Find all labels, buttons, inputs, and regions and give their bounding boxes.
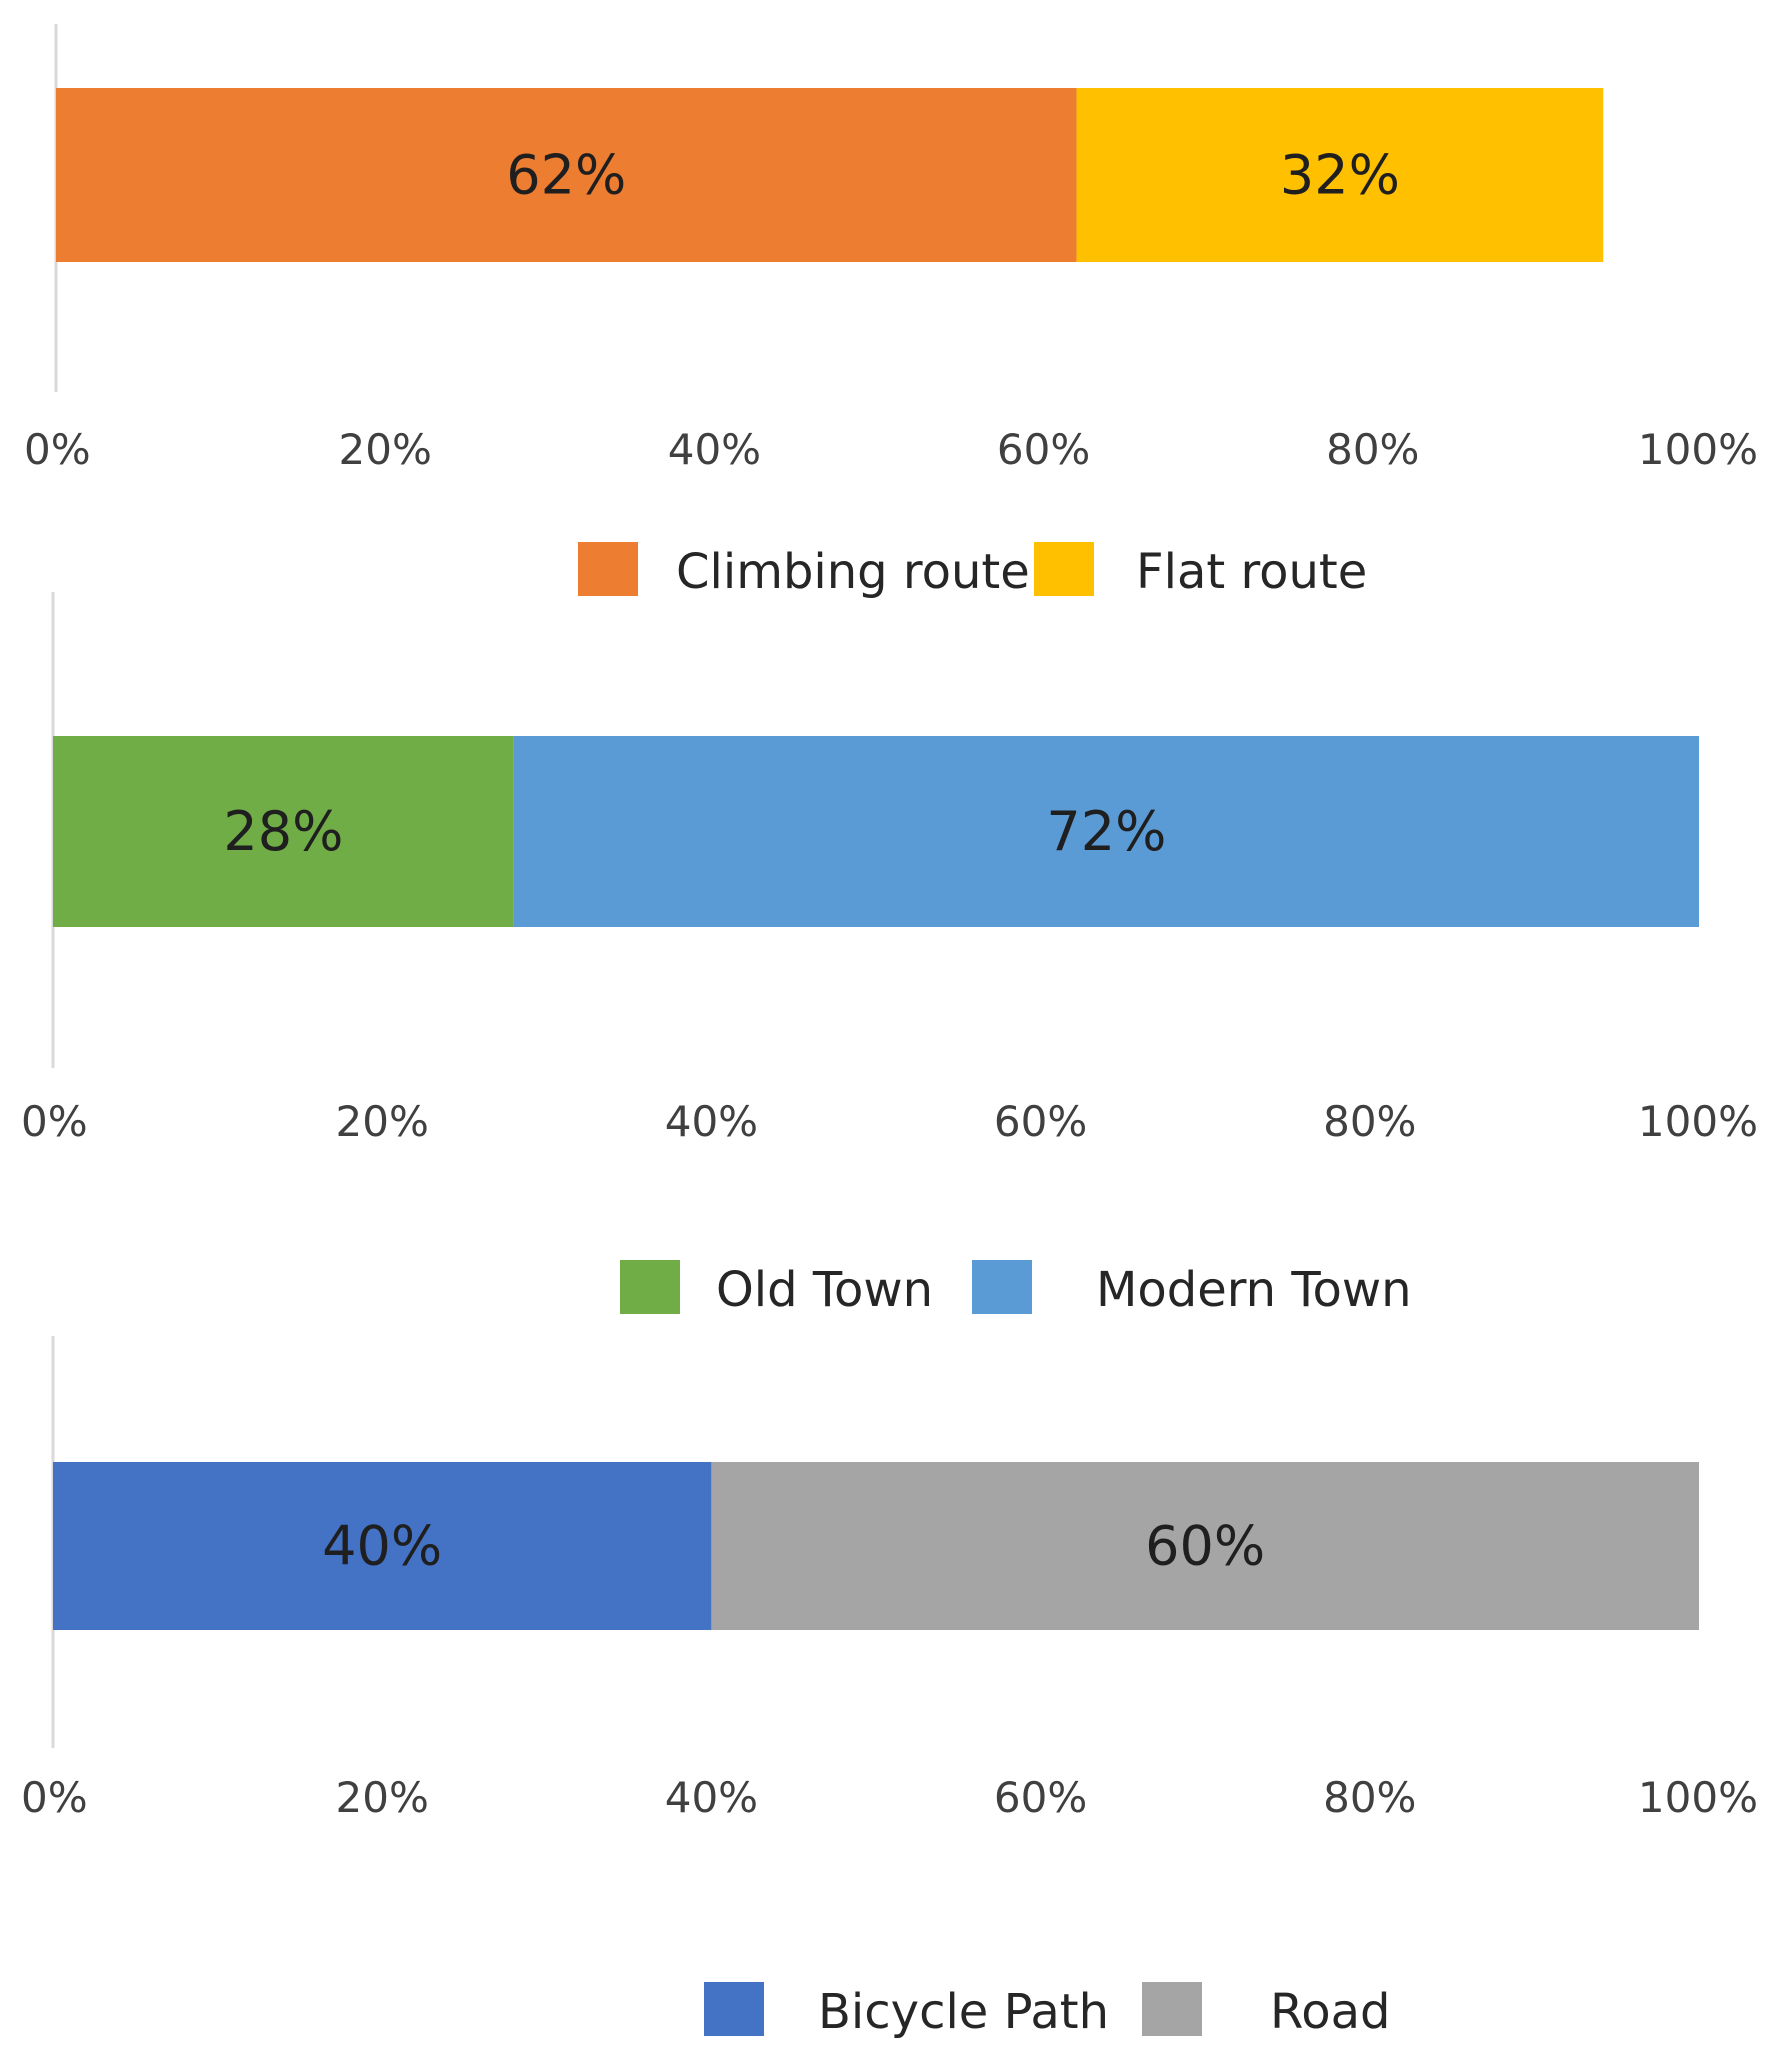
bar-segment-climbing-route: [56, 88, 1077, 262]
legend-label: Bicycle Path: [818, 1984, 1109, 2040]
legend-label: Old Town: [716, 1262, 933, 1318]
data-label: 32%: [1280, 144, 1400, 207]
data-label: 28%: [223, 800, 343, 863]
legend-swatch: [704, 1982, 764, 2036]
bar-segment-flat-route: [1076, 88, 1604, 262]
legend-swatch: [1034, 542, 1094, 596]
data-label: 72%: [1046, 800, 1166, 863]
x-tick-label: 20%: [336, 1097, 429, 1146]
bar-segment-road: [711, 1462, 1699, 1630]
x-tick-label: 100%: [1638, 425, 1758, 474]
x-tick-label: 100%: [1638, 1773, 1758, 1822]
x-tick-label: 40%: [665, 1773, 758, 1822]
x-tick-label: 80%: [1326, 425, 1419, 474]
chart-panel-2: 28% 72% 0% 20% 40% 60% 80% 100% Old Town Modern T…: [21, 592, 1758, 1318]
x-tick-label: 0%: [21, 1773, 88, 1822]
bar-segment-old-town: [53, 736, 514, 927]
data-label: 40%: [322, 1515, 442, 1578]
legend-label: Climbing route: [676, 544, 1030, 600]
x-tick-label: 40%: [668, 425, 761, 474]
data-label: 60%: [1145, 1515, 1265, 1578]
x-tick-label: 40%: [665, 1097, 758, 1146]
legend-label: Road: [1270, 1984, 1390, 2040]
legend-swatch: [578, 542, 638, 596]
chart-panel-3: 40% 60% 0% 20% 40% 60% 80% 100% Bicycle Path Road: [21, 1336, 1758, 2040]
bar-segment-modern-town: [513, 736, 1699, 927]
x-tick-label: 20%: [339, 425, 432, 474]
legend-label: Modern Town: [1096, 1262, 1412, 1318]
x-tick-label: 20%: [336, 1773, 429, 1822]
x-tick-label: 0%: [24, 425, 91, 474]
x-tick-label: 60%: [994, 1773, 1087, 1822]
x-tick-label: 80%: [1323, 1097, 1416, 1146]
x-tick-label: 80%: [1323, 1773, 1416, 1822]
legend-label: Flat route: [1136, 544, 1367, 600]
x-tick-label: 60%: [994, 1097, 1087, 1146]
legend-swatch: [620, 1260, 680, 1314]
data-label: 62%: [506, 144, 626, 207]
x-tick-label: 0%: [21, 1097, 88, 1146]
legend-swatch: [1142, 1982, 1202, 2036]
x-tick-label: 100%: [1638, 1097, 1758, 1146]
legend-swatch: [972, 1260, 1032, 1314]
x-tick-label: 60%: [997, 425, 1090, 474]
chart-panel-1: 62% 32% 0% 20% 40% 60% 80% 100% Climbing route Fl…: [24, 24, 1758, 600]
bar-segment-bicycle-path: [53, 1462, 712, 1630]
